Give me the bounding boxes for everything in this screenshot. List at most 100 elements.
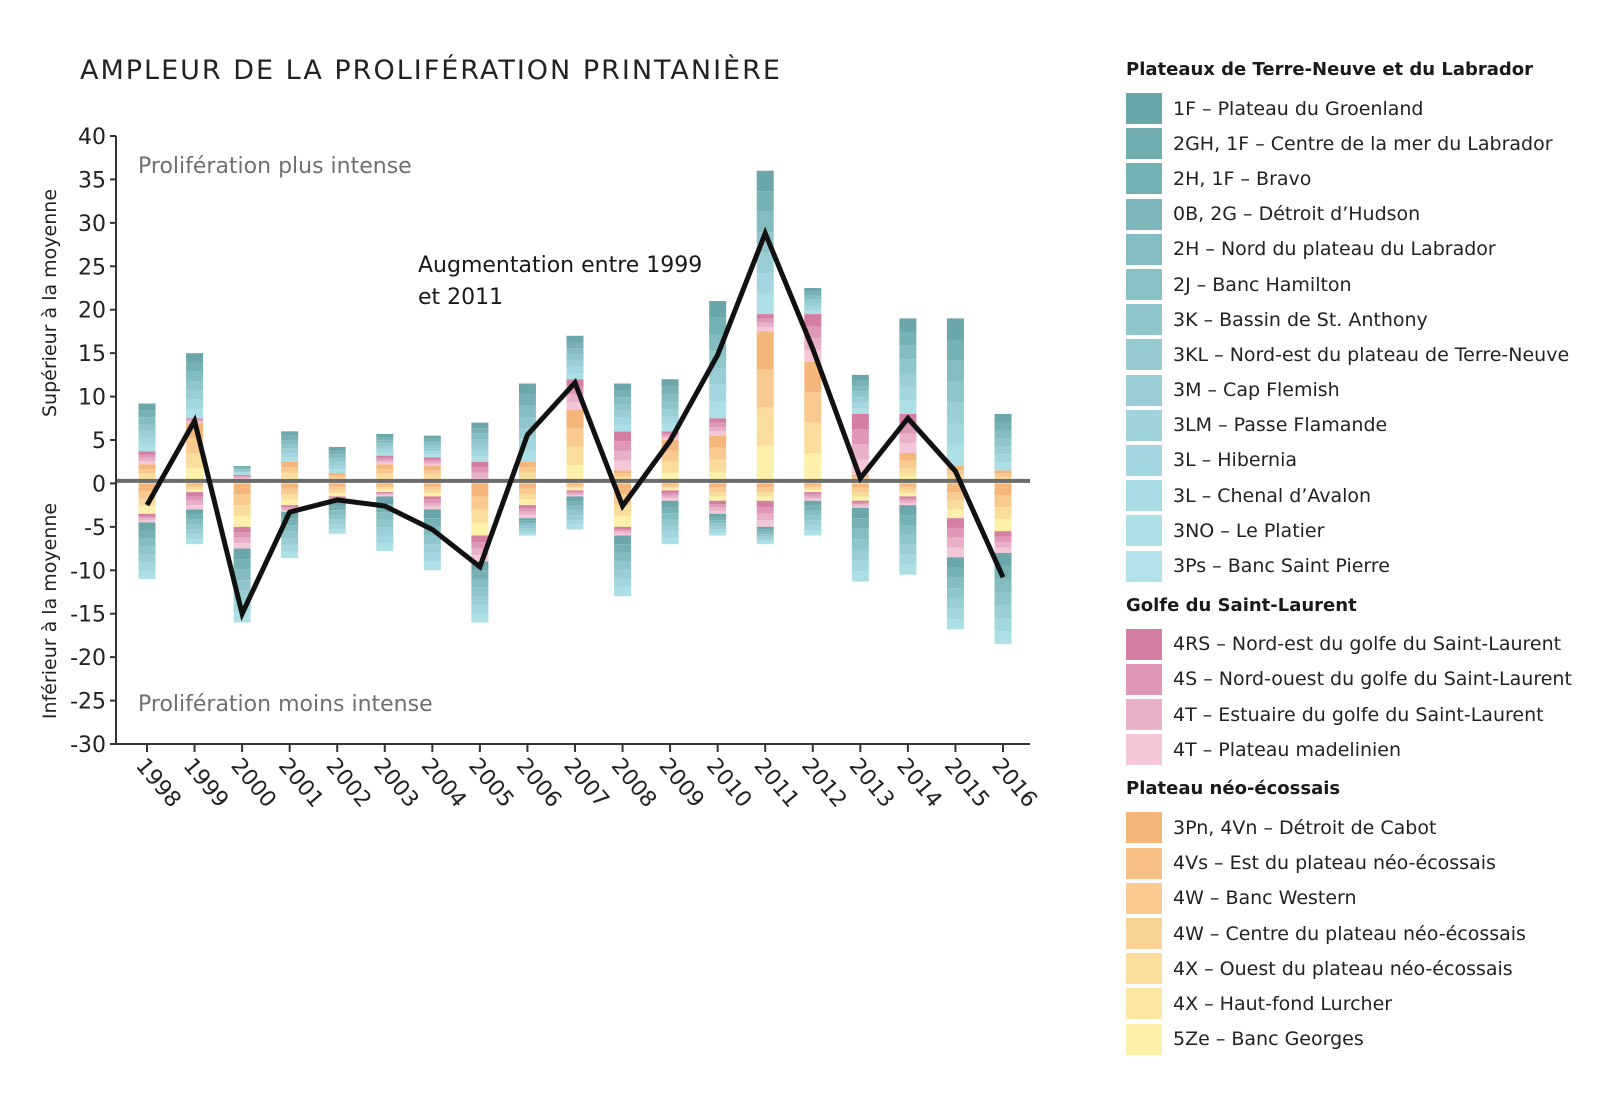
bar-segment-pink xyxy=(518,514,536,519)
bar-segment-teal xyxy=(138,538,156,547)
bar-segment-pink xyxy=(709,504,727,508)
bar-segment-teal xyxy=(423,535,441,545)
bar-segment-yellow xyxy=(899,493,917,497)
bar-segment-teal xyxy=(614,544,632,553)
bar-segment-yellow xyxy=(471,522,489,536)
bar-segment-pink xyxy=(186,492,204,497)
x-tick-label: 2013 xyxy=(844,754,899,813)
bar-segment-pink xyxy=(804,494,822,497)
bar-segment-yellow xyxy=(804,487,822,490)
bar-segment-teal xyxy=(423,552,441,562)
bar-segment-teal xyxy=(946,608,964,620)
bar-segment-teal xyxy=(851,386,869,392)
bar-segment-teal xyxy=(566,501,584,506)
bar-segment-pink xyxy=(233,532,251,538)
bar-segment-teal xyxy=(709,529,727,533)
bar-segment-pink xyxy=(614,460,632,471)
bar-segment-teal xyxy=(614,383,632,391)
bar-segment-pink xyxy=(281,506,299,509)
bar-segment-yellow xyxy=(328,483,346,487)
bar-segment-teal xyxy=(471,613,489,623)
y-axis-label-lower: Inférieur à la moyenne xyxy=(39,503,61,719)
y-tick-label: -30 xyxy=(70,733,106,758)
bar-segment-teal xyxy=(328,446,346,451)
bar-segment-yellow xyxy=(851,487,869,493)
bar-segment-teal xyxy=(328,461,346,466)
legend-label: 3Ps – Banc Saint Pierre xyxy=(1173,555,1390,578)
bar-segment-pink xyxy=(614,441,632,451)
bar-segment-pink xyxy=(566,490,584,492)
bar-segment-pink xyxy=(138,461,156,465)
bar-segment-pink xyxy=(851,502,869,505)
legend-label: 2H – Nord du plateau du Labrador xyxy=(1173,238,1496,261)
legend-swatch xyxy=(1126,93,1162,125)
bar-segment-pink xyxy=(899,500,917,503)
bar-segment-pink xyxy=(851,504,869,507)
bar-segment-yellow xyxy=(851,496,869,501)
bar-segment-teal xyxy=(899,515,917,525)
bar-segment-yellow xyxy=(281,461,299,468)
bar-segment-pink xyxy=(281,508,299,511)
bar-segment-yellow xyxy=(994,519,1012,532)
bar-segment-pink xyxy=(566,402,584,410)
legend-label: 4RS – Nord-est du golfe du Saint-Laurent xyxy=(1173,633,1562,656)
legend-label: 4T – Estuaire du golfe du Saint-Laurent xyxy=(1173,703,1544,726)
bar-segment-teal xyxy=(994,438,1012,447)
bar-segment-teal xyxy=(328,514,346,520)
bar-segment-yellow xyxy=(899,489,917,494)
bar-segment-pink xyxy=(899,502,917,506)
bar-segment-pink xyxy=(709,507,727,511)
bar-segment-yellow xyxy=(946,492,964,501)
bar-segment-teal xyxy=(376,440,394,444)
bar-segment-teal xyxy=(851,402,869,409)
bar-segment-teal xyxy=(281,431,299,436)
bar-segment-teal xyxy=(518,417,536,429)
legend-swatch xyxy=(1126,409,1162,441)
y-tick-label: 5 xyxy=(92,429,106,454)
bar-segment-pink xyxy=(376,492,394,494)
legend-item: 4W – Centre du plateau néo-écossais xyxy=(1126,916,1596,951)
legend-item: 3Pn, 4Vn – Détroit de Cabot xyxy=(1126,810,1596,845)
bar-segment-teal xyxy=(186,399,204,409)
bar-segment-teal xyxy=(376,443,394,447)
bar-segment-teal xyxy=(994,631,1012,645)
bar-segment-pink xyxy=(518,508,536,512)
legend-label: 3Pn, 4Vn – Détroit de Cabot xyxy=(1173,816,1437,839)
bar-segment-teal xyxy=(804,302,822,307)
bar-segment-yellow xyxy=(946,500,964,510)
bar-segment-teal xyxy=(423,561,441,571)
bar-segment-yellow xyxy=(994,470,1012,474)
legend-label: 3M – Cap Flemish xyxy=(1173,379,1340,402)
bar-segment-teal xyxy=(899,345,917,360)
bar-segment-teal xyxy=(661,423,679,432)
bar-segment-pink xyxy=(423,461,441,464)
bar-segment-teal xyxy=(233,472,251,474)
bar-segment-pink xyxy=(471,461,489,468)
bar-segment-teal xyxy=(804,530,822,536)
bar-segment-teal xyxy=(328,469,346,474)
legend-item: 4S – Nord-ouest du golfe du Saint-Lauren… xyxy=(1126,662,1596,697)
bar-segment-teal xyxy=(518,520,536,524)
bar-segment-teal xyxy=(518,523,536,526)
bar-segment-teal xyxy=(281,551,299,559)
bar-segment-yellow xyxy=(899,483,917,487)
bar-segment-yellow xyxy=(471,483,489,497)
bar-segment-teal xyxy=(614,587,632,597)
bar-segment-yellow xyxy=(471,496,489,510)
bar-segment-teal xyxy=(233,590,251,602)
bar-segment-teal xyxy=(661,538,679,545)
bar-segment-teal xyxy=(471,587,489,597)
bar-segment-pink xyxy=(851,500,869,503)
x-tick-label: 2001 xyxy=(273,754,328,813)
legend-label: 4X – Haut-fond Lurcher xyxy=(1173,992,1393,1015)
legend-item: 0B, 2G – Détroit d’Hudson xyxy=(1126,197,1596,232)
bar-segment-teal xyxy=(281,538,299,545)
bar-segment-yellow xyxy=(661,486,679,489)
bar-segment-teal xyxy=(471,605,489,614)
bar-segment-pink xyxy=(138,457,156,462)
legend-swatch xyxy=(1126,550,1162,582)
bar-segment-yellow xyxy=(661,483,679,486)
bar-segment-yellow xyxy=(614,470,632,474)
bar-segment-teal xyxy=(756,273,774,294)
bar-segment-teal xyxy=(899,359,917,373)
